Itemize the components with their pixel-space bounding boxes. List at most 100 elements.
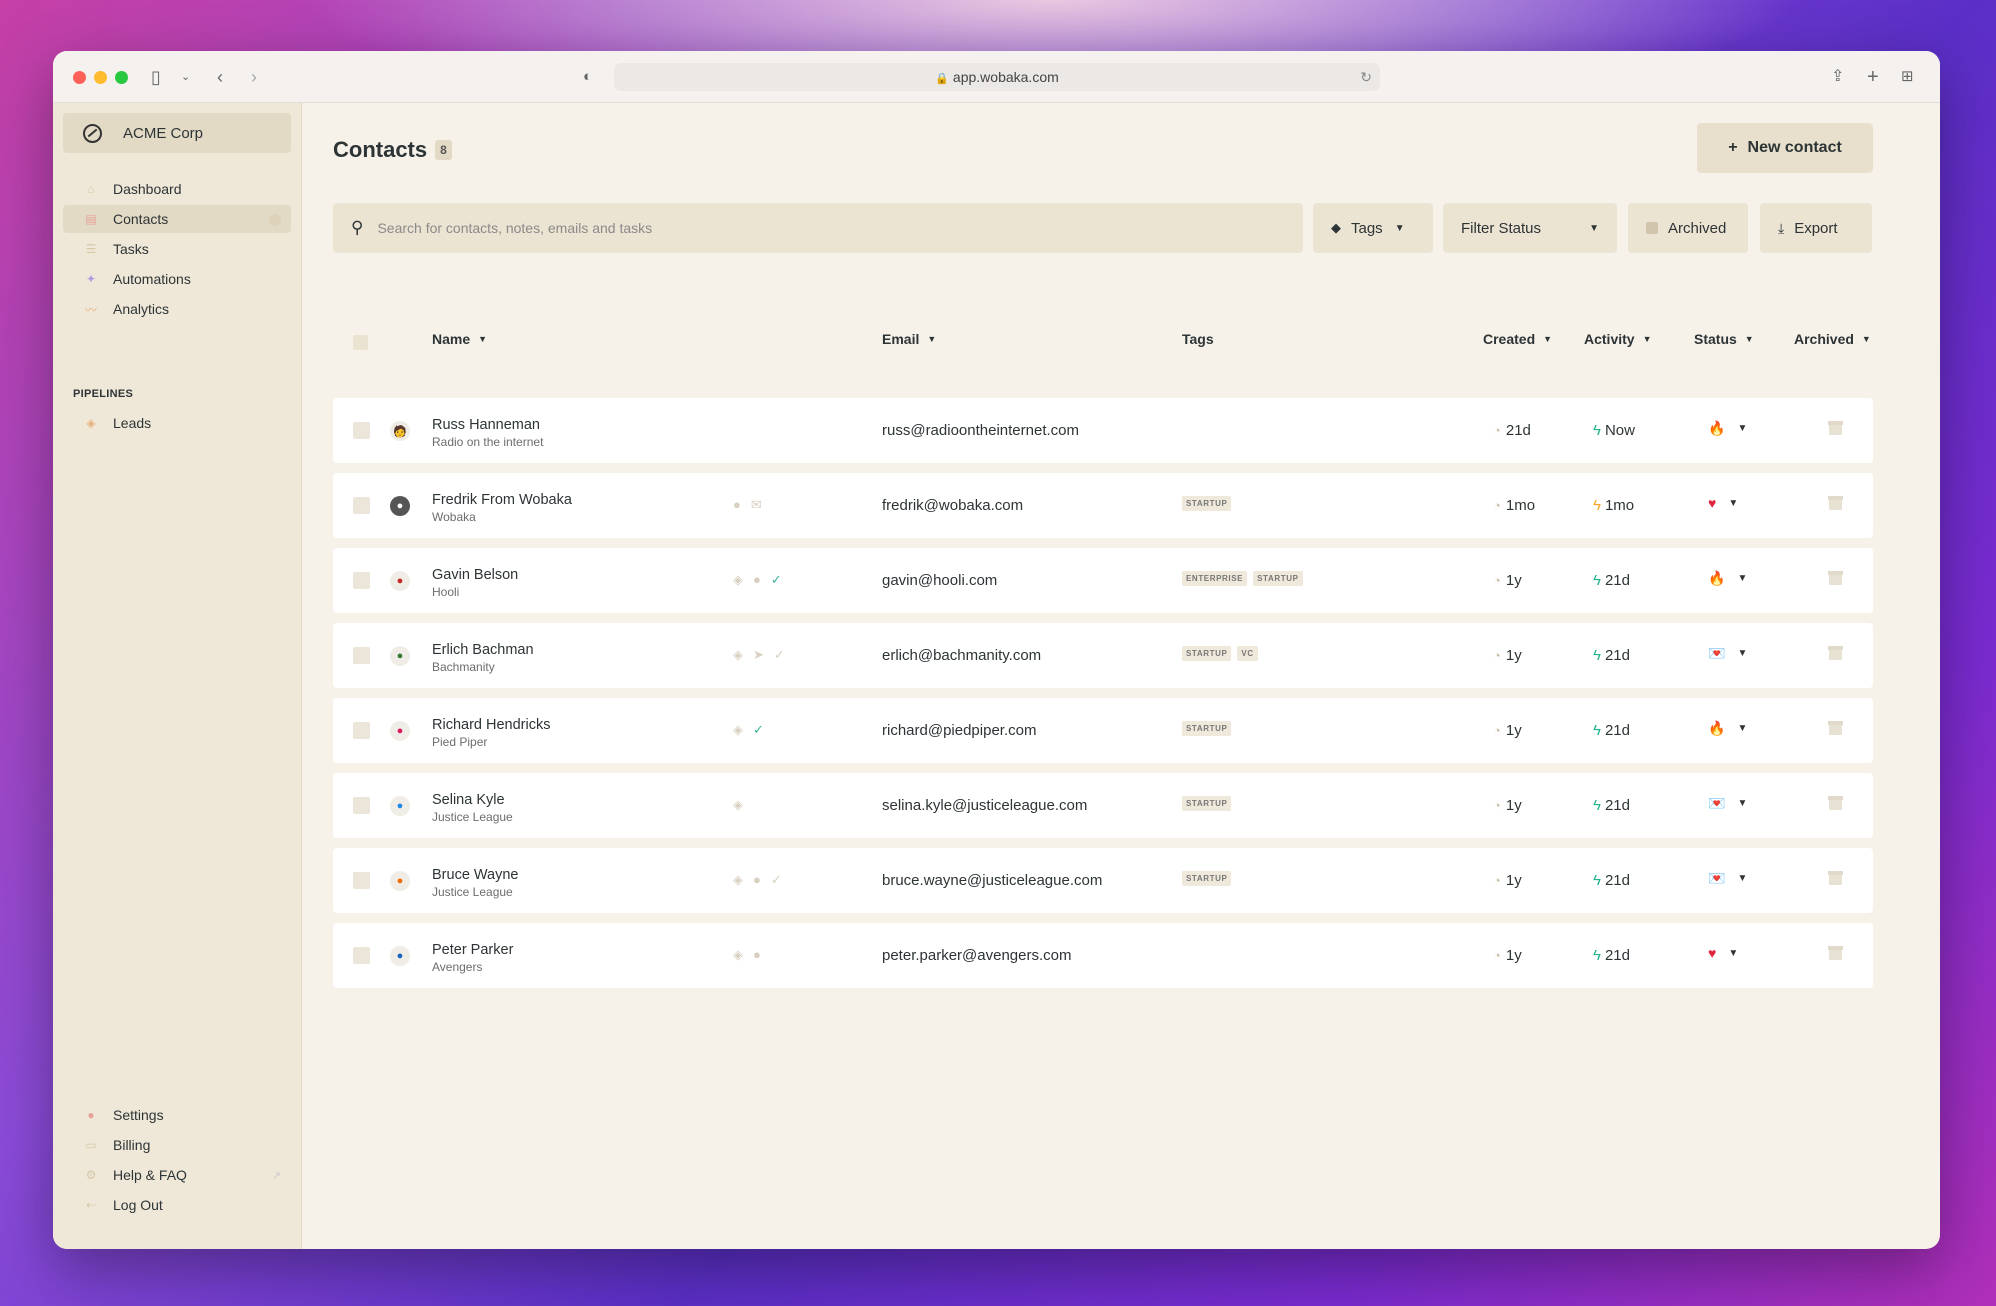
- contact-email[interactable]: russ@radioontheinternet.com: [882, 422, 1079, 439]
- column-header-email[interactable]: Email ▼: [882, 331, 936, 347]
- archive-icon[interactable]: [1828, 871, 1843, 885]
- table-row[interactable]: ● Fredrik From Wobaka Wobaka ● ✉ fredrik@…: [333, 473, 1873, 538]
- created-cell: ◔ 21d: [1493, 422, 1531, 439]
- contact-email[interactable]: selina.kyle@justiceleague.com: [882, 797, 1088, 814]
- archive-icon[interactable]: [1828, 946, 1843, 960]
- avatar: 🧑: [390, 421, 410, 441]
- sidebar-item-dashboard[interactable]: ⌂ Dashboard: [63, 175, 291, 203]
- column-header-status[interactable]: Status ▼: [1694, 331, 1754, 347]
- contact-name[interactable]: Peter Parker: [432, 942, 514, 958]
- contact-email[interactable]: fredrik@wobaka.com: [882, 497, 1024, 514]
- row-checkbox[interactable]: [353, 797, 370, 814]
- contact-name[interactable]: Fredrik From Wobaka: [432, 492, 572, 508]
- contact-email[interactable]: peter.parker@avengers.com: [882, 947, 1072, 964]
- forward-icon[interactable]: ›: [251, 67, 257, 87]
- sidebar-item-settings[interactable]: ● Settings: [63, 1101, 291, 1129]
- sidebar-item-automations[interactable]: ✦ Automations: [63, 265, 291, 293]
- table-row[interactable]: ● Bruce Wayne Justice League ◈ ● ✓ bruce.w…: [333, 848, 1873, 913]
- zoom-window-button[interactable]: [115, 71, 128, 84]
- sidebar-toggle-icon[interactable]: ▯: [151, 67, 161, 87]
- sidebar-item-leads[interactable]: ◈ Leads: [63, 409, 291, 437]
- address-bar[interactable]: 🔒 app.wobaka.com ↻: [614, 63, 1380, 91]
- table-row[interactable]: 🧑 Russ Hanneman Radio on the internet ru…: [333, 398, 1873, 463]
- contact-email[interactable]: erlich@bachmanity.com: [882, 647, 1042, 664]
- activity-cell: ϟ 21d: [1593, 722, 1630, 739]
- tags-filter-button[interactable]: ◆ Tags ▼: [1313, 203, 1433, 253]
- fire-icon: 🔥: [1708, 720, 1726, 736]
- row-checkbox[interactable]: [353, 572, 370, 589]
- contact-email[interactable]: gavin@hooli.com: [882, 572, 998, 589]
- contact-name[interactable]: Erlich Bachman: [432, 642, 534, 658]
- table-row[interactable]: ● Gavin Belson Hooli ◈ ● ✓ gavin@hooli.com…: [333, 548, 1873, 613]
- sidebar-item-help[interactable]: ⚙ Help & FAQ ↗: [63, 1161, 291, 1189]
- column-header-created[interactable]: Created ▼: [1483, 331, 1552, 347]
- reload-icon[interactable]: ↻: [1360, 69, 1372, 85]
- row-checkbox[interactable]: [353, 497, 370, 514]
- column-header-archived[interactable]: Archived ▼: [1794, 331, 1871, 347]
- org-switcher[interactable]: ACME Corp: [63, 113, 291, 153]
- tab-overview-icon[interactable]: ⊞: [1901, 68, 1914, 85]
- contact-name[interactable]: Gavin Belson: [432, 567, 519, 583]
- contact-name[interactable]: Bruce Wayne: [432, 867, 519, 883]
- contact-name[interactable]: Selina Kyle: [432, 792, 505, 808]
- sidebar-item-logout[interactable]: ⇠ Log Out: [63, 1191, 291, 1219]
- export-button[interactable]: ⤓ Export: [1760, 203, 1872, 253]
- status-dropdown[interactable]: 💌 ▼: [1708, 795, 1747, 812]
- search-input[interactable]: [377, 220, 1278, 236]
- archived-toggle[interactable]: Archived: [1628, 203, 1748, 253]
- back-icon[interactable]: ‹: [217, 67, 223, 87]
- archive-icon[interactable]: [1828, 796, 1843, 810]
- contact-name[interactable]: Russ Hanneman: [432, 417, 540, 433]
- archive-icon[interactable]: [1828, 571, 1843, 585]
- filter-toolbar: ⚲ ◆ Tags ▼ Filter Status ▼ Archived ⤓ Ex…: [333, 203, 1873, 253]
- row-checkbox[interactable]: [353, 872, 370, 889]
- sidebar-item-analytics[interactable]: 〰 Analytics: [63, 295, 291, 323]
- bolt-icon: ϟ: [1593, 872, 1601, 889]
- table-row[interactable]: ● Erlich Bachman Bachmanity ◈ ➤ ✓ erlich@b…: [333, 623, 1873, 688]
- close-window-button[interactable]: [73, 71, 86, 84]
- status-dropdown[interactable]: 💌 ▼: [1708, 645, 1747, 662]
- share-icon[interactable]: ⇪: [1831, 68, 1845, 85]
- contact-email[interactable]: bruce.wayne@justiceleague.com: [882, 872, 1103, 889]
- row-checkbox[interactable]: [353, 647, 370, 664]
- activity-value: 21d: [1604, 572, 1630, 589]
- shield-icon[interactable]: ◐: [583, 68, 593, 85]
- tag-list: STARTUP: [1182, 721, 1232, 736]
- select-all-checkbox[interactable]: [353, 335, 368, 350]
- column-header-activity[interactable]: Activity ▼: [1584, 331, 1652, 347]
- status-dropdown[interactable]: 🔥 ▼: [1708, 720, 1747, 737]
- sidebar-item-billing[interactable]: ▭ Billing: [63, 1131, 291, 1159]
- row-checkbox[interactable]: [353, 722, 370, 739]
- list-icon: ☰: [85, 242, 97, 256]
- table-row[interactable]: ● Peter Parker Avengers ◈ ● peter.parker@…: [333, 923, 1873, 988]
- new-tab-icon[interactable]: +: [1867, 66, 1879, 88]
- table-row[interactable]: ● Richard Hendricks Pied Piper ◈ ✓ richar…: [333, 698, 1873, 763]
- contact-email[interactable]: richard@piedpiper.com: [882, 722, 1037, 739]
- row-checkbox[interactable]: [353, 422, 370, 439]
- sidebar-item-tasks[interactable]: ☰ Tasks: [63, 235, 291, 263]
- contact-company: Wobaka: [432, 510, 476, 524]
- status-dropdown[interactable]: 🔥 ▼: [1708, 570, 1747, 587]
- table-row[interactable]: ● Selina Kyle Justice League ◈ selina.ky…: [333, 773, 1873, 838]
- column-header-name[interactable]: Name ▼: [432, 331, 487, 347]
- status-dropdown[interactable]: ♥ ▼: [1708, 945, 1738, 961]
- status-dropdown[interactable]: 🔥 ▼: [1708, 420, 1747, 437]
- contact-company: Justice League: [432, 810, 513, 824]
- row-checkbox[interactable]: [353, 947, 370, 964]
- filter-status-dropdown[interactable]: Filter Status ▼: [1443, 203, 1617, 253]
- archived-checkbox[interactable]: [1646, 222, 1658, 234]
- archive-icon[interactable]: [1828, 496, 1843, 510]
- minimize-window-button[interactable]: [94, 71, 107, 84]
- chevron-down-icon[interactable]: ⌄: [181, 71, 191, 83]
- chevron-down-icon: ▼: [1394, 222, 1405, 234]
- archive-icon[interactable]: [1828, 421, 1843, 435]
- contact-name[interactable]: Richard Hendricks: [432, 717, 551, 733]
- logout-icon: ⇠: [85, 1198, 97, 1212]
- new-contact-button[interactable]: + New contact: [1697, 123, 1873, 173]
- archive-icon[interactable]: [1828, 646, 1843, 660]
- contacts-table: 🧑 Russ Hanneman Radio on the internet ru…: [333, 398, 1873, 998]
- sidebar-item-contacts[interactable]: ▤ Contacts: [63, 205, 291, 233]
- archive-icon[interactable]: [1828, 721, 1843, 735]
- status-dropdown[interactable]: ♥ ▼: [1708, 495, 1738, 511]
- status-dropdown[interactable]: 💌 ▼: [1708, 870, 1747, 887]
